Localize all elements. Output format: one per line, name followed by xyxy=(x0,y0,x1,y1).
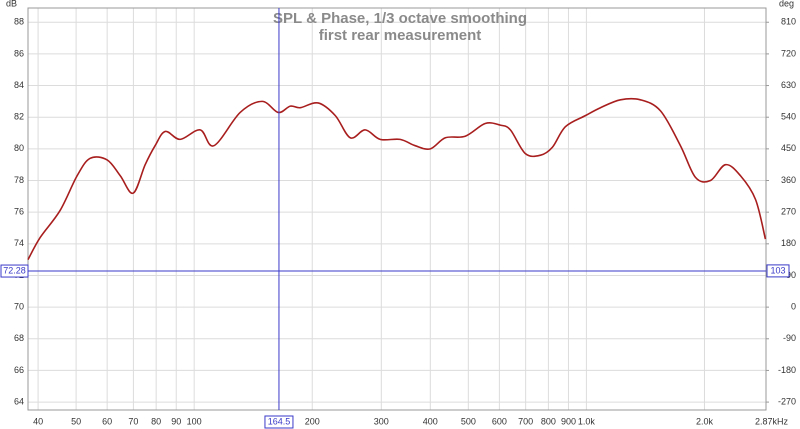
x-tick-label: 70 xyxy=(128,416,138,426)
x-tick-label: 90 xyxy=(171,416,181,426)
y2-tick-label: -270 xyxy=(778,396,796,406)
x-tick-label: 500 xyxy=(461,416,476,426)
y-tick-label: 74 xyxy=(14,238,24,248)
x-tick-label: 200 xyxy=(305,416,320,426)
x-tick-label: 600 xyxy=(492,416,507,426)
x-tick-label: 1.0k xyxy=(578,416,596,426)
y-tick-label: 84 xyxy=(14,80,24,90)
y-tick-label: 88 xyxy=(14,17,24,27)
y2-tick-label: 360 xyxy=(781,175,796,185)
x-tick-label: 400 xyxy=(423,416,438,426)
y-tick-label: 66 xyxy=(14,365,24,375)
grid xyxy=(28,8,767,410)
y2-tick-label: -180 xyxy=(778,365,796,375)
cursor-y2-label: 103 xyxy=(770,265,785,275)
y2-tick-label: 810 xyxy=(781,17,796,27)
y2-tick-label: 540 xyxy=(781,112,796,122)
x-tick-label: 800 xyxy=(541,416,556,426)
x-tick-label: 2.87kHz xyxy=(755,416,789,426)
x-tick-label: 700 xyxy=(518,416,533,426)
x-tick-label: 300 xyxy=(374,416,389,426)
cursor-y-label: 72.28 xyxy=(3,265,26,275)
y2-tick-label: 270 xyxy=(781,207,796,217)
y2-tick-label: -90 xyxy=(783,333,796,343)
y-tick-label: 76 xyxy=(14,207,24,217)
y-tick-label: 82 xyxy=(14,112,24,122)
cursor-x-label-box xyxy=(264,415,294,429)
x-tick-label: 50 xyxy=(71,416,81,426)
y2-tick-label: 720 xyxy=(781,48,796,58)
y-tick-label: 80 xyxy=(14,143,24,153)
x-tick-label: 80 xyxy=(151,416,161,426)
x-tick-label: 2.0k xyxy=(696,416,714,426)
chart-title: SPL & Phase, 1/3 octave smoothing xyxy=(273,10,527,27)
x-tick-label: 60 xyxy=(102,416,112,426)
y-tick-label: 64 xyxy=(14,396,24,406)
y-axis-label: dB xyxy=(6,0,17,8)
x-tick-label: 900 xyxy=(561,416,576,426)
spl-line xyxy=(27,97,767,261)
plot-frame xyxy=(27,7,767,411)
cursor-y2-label-box xyxy=(766,264,790,278)
y2-tick-label: 90 xyxy=(786,270,796,280)
x-tick-label: 40 xyxy=(33,416,43,426)
y2-tick-label: 450 xyxy=(781,143,796,153)
y2-tick-label: 630 xyxy=(781,80,796,90)
y-tick-label: 78 xyxy=(14,175,24,185)
y2-axis-label: deg xyxy=(779,0,794,8)
y2-tick-label: 180 xyxy=(781,238,796,248)
cursor-x-label: 164.5 xyxy=(268,416,291,426)
y-tick-label: 70 xyxy=(14,302,24,312)
cursor-y-label-box xyxy=(0,264,29,278)
chart-subtitle: first rear measurement xyxy=(319,27,482,44)
y-tick-label: 68 xyxy=(14,333,24,343)
y-tick-label: 86 xyxy=(14,48,24,58)
y2-tick-label: 0 xyxy=(791,302,796,312)
x-tick-label: 100 xyxy=(187,416,202,426)
